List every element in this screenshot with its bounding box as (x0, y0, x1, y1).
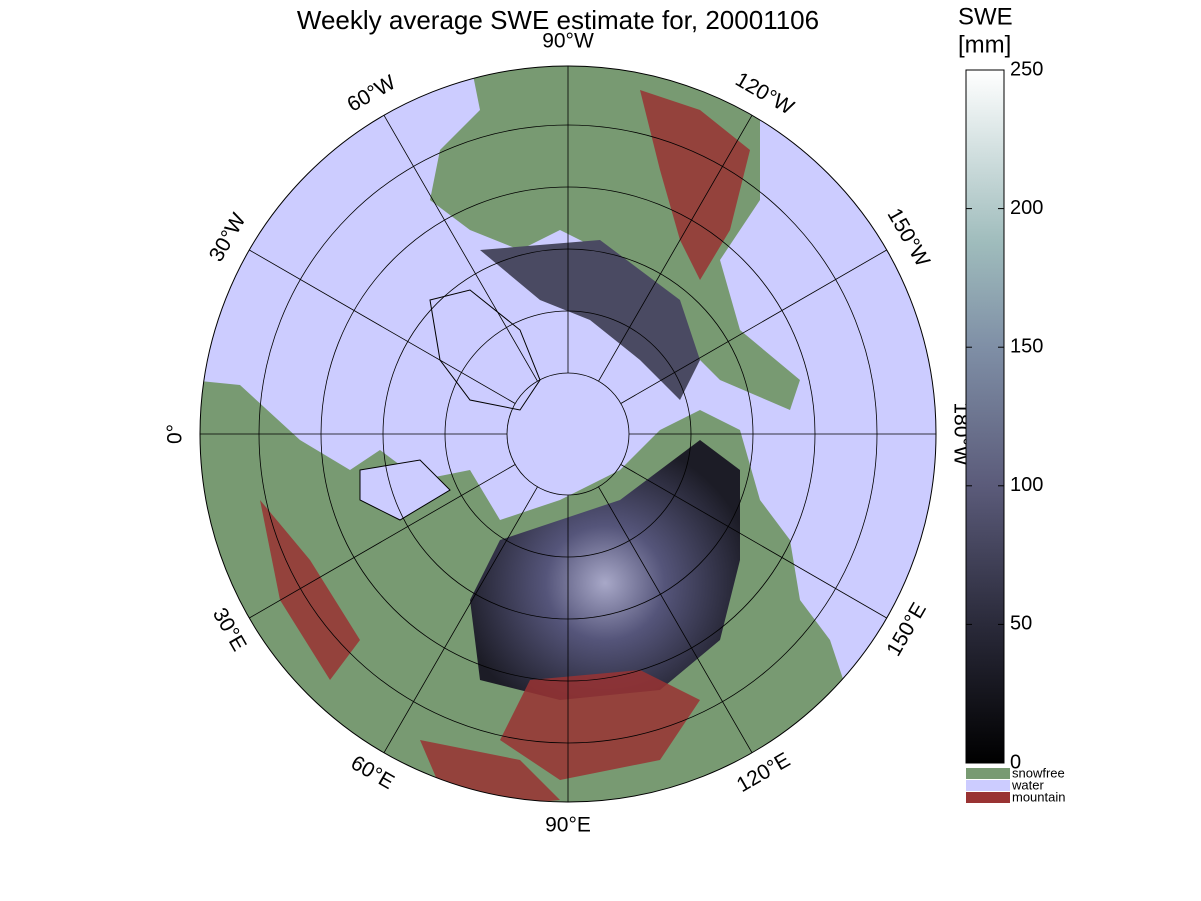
legend-swatch (966, 792, 1010, 803)
meridian (383, 115, 538, 382)
map-title: Weekly average SWE estimate for, 2000110… (297, 5, 819, 35)
na-snow (480, 240, 700, 400)
graticule (200, 66, 936, 802)
meridian (598, 486, 753, 753)
colorbar-tick-label: 250 (1010, 58, 1043, 80)
colorbar (965, 69, 1005, 764)
caspian-baltic (359, 459, 451, 521)
colorbar-tick-label: 100 (1010, 474, 1043, 496)
legend-label: snowfree (1012, 765, 1065, 780)
rockies (640, 90, 750, 280)
colorbar-tick-label: 0 (1010, 751, 1021, 773)
longitude-label: 30°W (205, 209, 251, 265)
meridian (620, 249, 887, 404)
legend-label: water (1011, 777, 1044, 792)
legend-swatch (966, 780, 1010, 791)
longitude-label: 90°W (542, 30, 594, 53)
meridian (249, 464, 516, 619)
colorbar-tick-label: 150 (1010, 335, 1043, 357)
meridian (383, 486, 538, 753)
meridian (620, 464, 887, 619)
colorbar-ticks: 0 50 100 150 200 250 (966, 58, 1043, 773)
longitude-label: 60°E (347, 751, 398, 794)
longitude-label: 30°E (208, 604, 251, 655)
longitude-label: 90°E (545, 814, 591, 837)
meridian (598, 115, 753, 382)
map-disk (200, 66, 936, 802)
legend-swatch (966, 768, 1010, 779)
asia-mountains (260, 500, 700, 802)
meridian (249, 249, 516, 404)
colorbar-label: [mm] (958, 31, 1011, 58)
colorbar-tick-label: 200 (1010, 197, 1043, 219)
eurasia-snow (470, 440, 740, 700)
map-border (199, 65, 937, 803)
colorbar-tick-label: 50 (1010, 613, 1032, 635)
longitude-label: 60°W (343, 71, 399, 117)
legend-label: mountain (1012, 789, 1065, 804)
colorbar-label: SWE (958, 3, 1013, 30)
longitude-label: 0° (164, 424, 187, 444)
